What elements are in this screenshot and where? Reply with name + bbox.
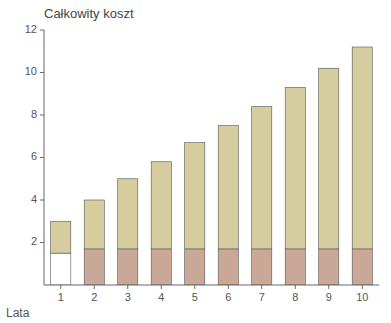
bar-segment [252,107,272,249]
y-tick [40,30,44,31]
bar-segment [285,249,305,285]
x-tick [161,285,162,289]
y-tick-label: 12 [25,23,37,35]
bar-segment [319,249,339,285]
x-tick [295,285,296,289]
bar-segment [51,253,71,285]
bar-segment [51,221,71,253]
x-axis-label: Lata [6,306,30,320]
x-tick [228,285,229,289]
x-tick-label: 2 [91,291,97,303]
bar-segment [118,179,138,249]
bar-segment [151,162,171,249]
bar-segment [84,249,104,285]
x-tick-label: 9 [326,291,332,303]
x-tick-label: 1 [58,291,64,303]
bar-segment [352,47,372,249]
x-tick-label: 7 [259,291,265,303]
x-tick-label: 8 [292,291,298,303]
x-tick [60,285,61,289]
y-tick [40,115,44,116]
y-tick-label: 8 [31,108,37,120]
x-tick-label: 3 [125,291,131,303]
y-tick-label: 4 [31,193,37,205]
bar-segment [151,249,171,285]
bar-segment [218,126,238,249]
x-tick-label: 10 [356,291,368,303]
x-tick-label: 4 [158,291,164,303]
y-tick-label: 10 [25,65,37,77]
x-tick [261,285,262,289]
y-tick [40,72,44,73]
bar-segment [352,249,372,285]
y-tick [40,200,44,201]
bar-segment [185,143,205,249]
bar-segment [185,249,205,285]
x-tick [328,285,329,289]
x-tick-label: 5 [192,291,198,303]
x-tick [194,285,195,289]
bar-segment [285,87,305,249]
x-tick [94,285,95,289]
chart-title: Całkowity koszt [44,6,134,21]
bar-segment [118,249,138,285]
chart-container: 2468101212345678910Całkowity kosztLata [0,0,391,323]
y-tick-label: 6 [31,150,37,162]
bar-segment [252,249,272,285]
y-tick [40,242,44,243]
y-tick-label: 2 [31,235,37,247]
x-tick [362,285,363,289]
x-tick-label: 6 [225,291,231,303]
bar-segment [319,68,339,249]
x-tick [127,285,128,289]
bar-segment [218,249,238,285]
bar-segment [84,200,104,249]
chart-svg: 2468101212345678910Całkowity kosztLata [0,0,391,323]
y-tick [40,157,44,158]
bars [51,47,373,285]
